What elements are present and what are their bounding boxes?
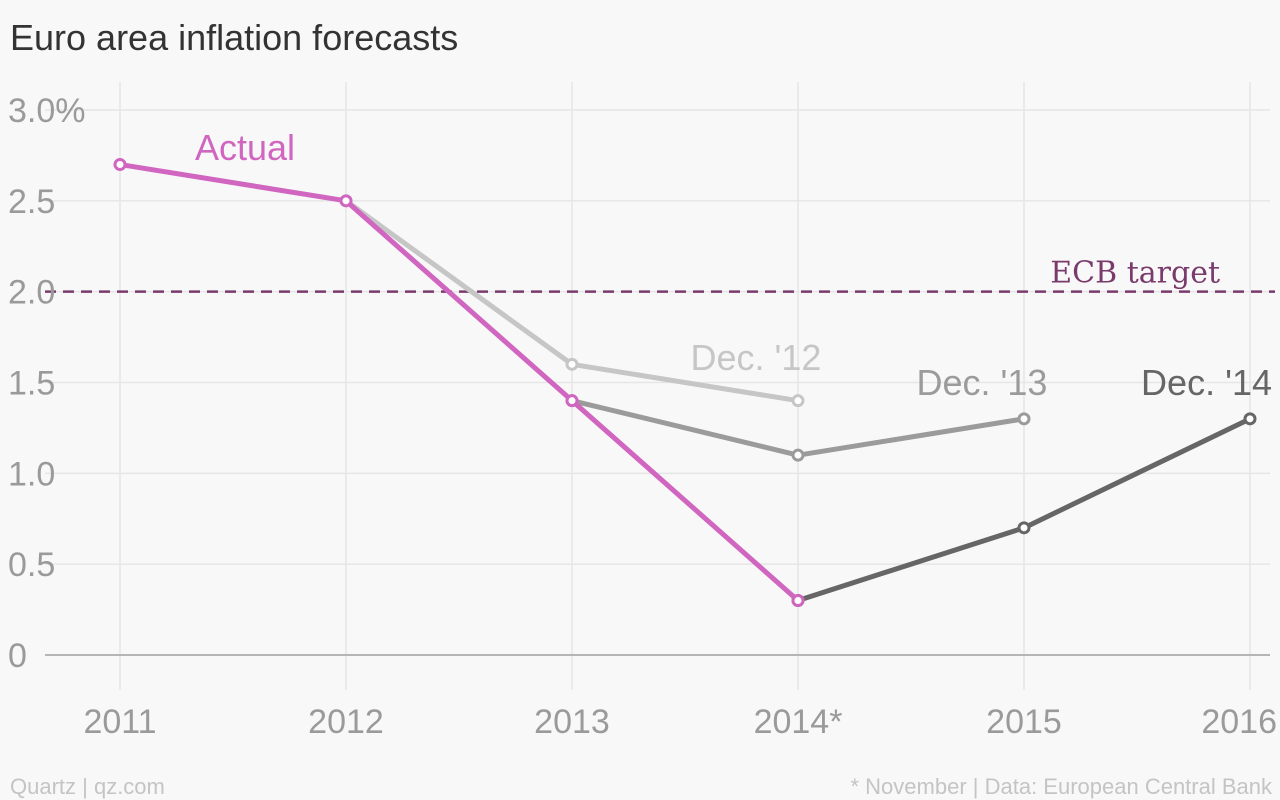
series-label-dec-14: Dec. '14	[1141, 362, 1272, 403]
data-source-note: * November | Data: European Central Bank	[851, 774, 1273, 799]
series-label-dec-13: Dec. '13	[917, 362, 1048, 403]
y-tick-label: 2.5	[8, 183, 55, 221]
x-tick-label: 2016	[1201, 703, 1277, 741]
data-point-dec-12	[791, 394, 805, 408]
x-tick-label: 2014*	[754, 703, 843, 741]
y-tick-label: 2.0	[8, 274, 55, 312]
y-tick-label: 0	[8, 637, 27, 675]
y-tick-label: 1.0	[8, 455, 55, 493]
series-labels: Dec. '12 Dec. '13 Dec. '14 Actual	[195, 127, 1272, 403]
x-tick-label: 2011	[83, 703, 156, 741]
x-tick-label: 2015	[986, 703, 1062, 741]
data-point-actual	[113, 158, 127, 171]
chart-title: Euro area inflation forecasts	[10, 17, 458, 58]
data-point-dec-13	[791, 448, 805, 462]
grid	[45, 82, 1270, 690]
x-tick-label: 2013	[534, 703, 610, 741]
y-tick-label: 3.0%	[8, 92, 86, 130]
x-tick-label: 2012	[308, 703, 384, 741]
data-point-actual	[339, 194, 353, 208]
series-label-actual: Actual	[195, 127, 295, 168]
x-axis-ticks: 2011 2012 2013 2014* 2015 2016	[83, 703, 1277, 741]
data-point-dec-14	[1017, 521, 1031, 535]
source-credit: Quartz | qz.com	[10, 774, 165, 799]
y-tick-label: 0.5	[8, 546, 55, 584]
data-point-dec-14	[1243, 412, 1257, 426]
series-line-actual	[117, 162, 801, 603]
data-point-actual	[565, 394, 579, 408]
reference-line-group: ECB target	[45, 256, 1275, 293]
data-point-dec-13	[1017, 412, 1031, 426]
series-actual	[113, 158, 805, 607]
series-label-dec-12: Dec. '12	[691, 337, 822, 378]
y-tick-label: 1.5	[8, 365, 55, 403]
y-axis-ticks: 0 0.5 1.0 1.5 2.0 2.5 3.0%	[8, 92, 86, 675]
data-point-actual	[791, 594, 805, 607]
data-point-dec-12	[565, 357, 579, 371]
series-group	[113, 158, 1257, 607]
ecb-target-label: ECB target	[1050, 256, 1220, 291]
